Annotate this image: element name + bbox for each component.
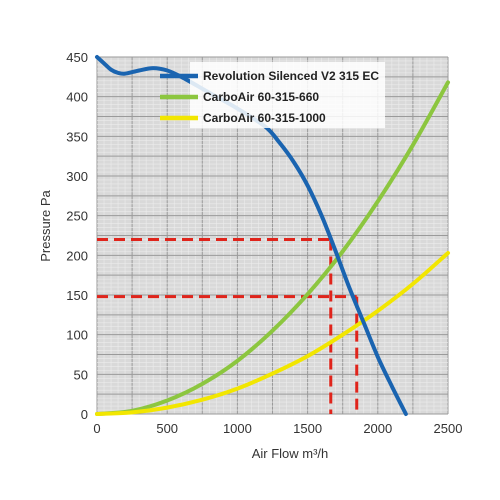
y-tick-label: 0 xyxy=(81,407,88,422)
y-axis-label: Pressure Pa xyxy=(38,189,53,261)
x-axis-label: Air Flow m³/h xyxy=(252,446,329,461)
series-line-carboair-1000 xyxy=(95,250,450,416)
y-tick-label: 150 xyxy=(66,288,88,303)
x-tick-label: 1000 xyxy=(223,421,252,436)
y-tick-label: 100 xyxy=(66,328,88,343)
legend-label-1: Revolution Silenced V2 315 EC xyxy=(203,69,379,83)
y-tick-label: 200 xyxy=(66,248,88,263)
y-tick-label: 50 xyxy=(74,367,88,382)
y-tick-label: 400 xyxy=(66,90,88,105)
legend-label-3: CarboAir 60-315-1000 xyxy=(203,111,326,125)
series-line-carboair-660 xyxy=(95,80,450,416)
y-tick-label: 450 xyxy=(66,50,88,65)
x-tick-label: 500 xyxy=(156,421,178,436)
legend: Revolution Silenced V2 315 EC CarboAir 6… xyxy=(160,62,385,128)
y-tick-label: 300 xyxy=(66,169,88,184)
x-tick-label: 2500 xyxy=(434,421,463,436)
legend-box xyxy=(190,62,385,128)
y-tick-label: 250 xyxy=(66,209,88,224)
annotations xyxy=(97,237,359,414)
x-tick-label: 1500 xyxy=(293,421,322,436)
tick-labels: 0 500 1000 1500 2000 2500 0 50 100 150 200 250 300 35… xyxy=(66,50,462,436)
y-tick-label: 350 xyxy=(66,129,88,144)
x-tick-label: 2000 xyxy=(363,421,392,436)
legend-label-2: CarboAir 60-315-660 xyxy=(203,90,319,104)
grid xyxy=(96,56,449,415)
x-tick-label: 0 xyxy=(93,421,100,436)
